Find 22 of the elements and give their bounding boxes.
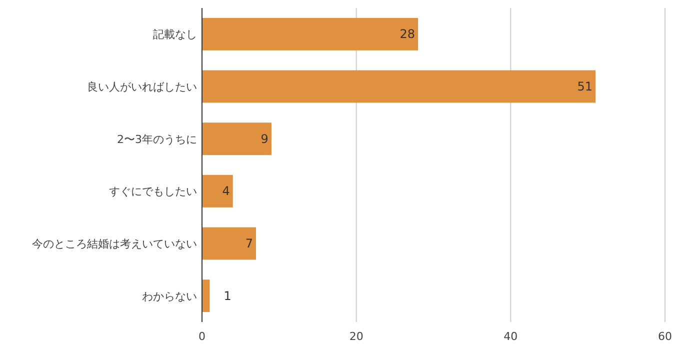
y-tick-label: 今のところ結婚は考えいていない xyxy=(32,238,197,250)
bar xyxy=(202,174,233,208)
bar xyxy=(202,70,596,103)
x-tick-label: 60 xyxy=(658,330,672,343)
y-tick-label: 良い人がいればしたい xyxy=(87,80,197,94)
bar xyxy=(202,18,418,50)
y-tick-label: すぐにでもしたい xyxy=(109,185,197,198)
x-tick-label: 0 xyxy=(198,330,206,343)
data-label: 28 xyxy=(400,27,416,42)
y-tick-label: 記載なし xyxy=(153,28,197,42)
data-label: 1 xyxy=(224,288,232,303)
data-label: 4 xyxy=(222,184,230,198)
data-label: 7 xyxy=(245,236,254,250)
data-label: 9 xyxy=(260,132,268,146)
bar xyxy=(202,227,256,260)
bar xyxy=(202,280,210,312)
y-tick-label: 2〜3年のうちに xyxy=(117,132,197,146)
y-tick-label: わからない xyxy=(142,290,197,303)
x-tick-label: 20 xyxy=(349,330,364,343)
data-label: 51 xyxy=(577,80,593,94)
bar xyxy=(202,122,272,156)
x-tick-label: 40 xyxy=(504,330,518,343)
